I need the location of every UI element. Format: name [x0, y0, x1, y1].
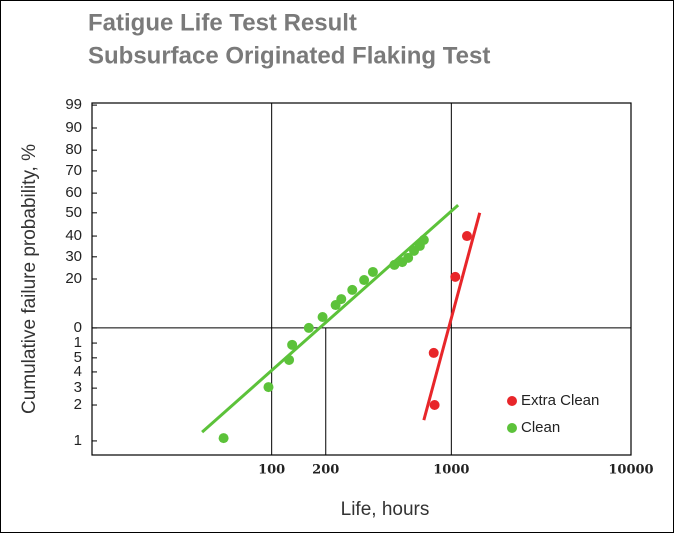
legend-label: Clean — [521, 419, 560, 436]
point — [418, 234, 429, 245]
legend-marker — [507, 423, 517, 433]
x-tick-label: 1000 — [433, 463, 469, 478]
y-tick-label: 70 — [65, 162, 82, 179]
y-tick-label: 80 — [65, 141, 82, 158]
point — [429, 400, 440, 411]
point — [403, 252, 414, 263]
y-tick-label: 5 — [74, 349, 82, 366]
y-tick-label: 0 — [74, 319, 82, 336]
x-tick-label: 10000 — [608, 463, 653, 478]
y-tick-label: 90 — [65, 119, 82, 136]
point — [461, 231, 472, 242]
x-tick-label: 200 — [312, 463, 339, 478]
y-tick-label: 2 — [74, 396, 82, 413]
y-tick-label: 40 — [65, 227, 82, 244]
point — [303, 322, 314, 333]
x-tick-label: 100 — [258, 463, 285, 478]
y-tick-label: 60 — [65, 184, 82, 201]
y-axis-label: Cumulative failure probability, % — [19, 144, 40, 414]
point — [218, 433, 229, 444]
point — [284, 354, 295, 365]
y-tick-label: 20 — [65, 270, 82, 287]
y-tick-label: 30 — [65, 248, 82, 265]
y-tick-label: 50 — [65, 204, 82, 221]
y-tick-label: 4 — [74, 363, 82, 380]
point — [287, 339, 298, 350]
point — [263, 382, 274, 393]
y-tick-label: 1 — [74, 432, 82, 449]
fit-line — [422, 212, 482, 421]
chart-subtitle: Subsurface Originated Flaking Test — [88, 42, 490, 69]
y-tick-label: 3 — [74, 379, 82, 396]
legend-marker — [507, 396, 517, 406]
point — [389, 259, 400, 270]
fit-line — [201, 203, 460, 434]
y-tick-label: 1 — [74, 334, 82, 351]
point — [336, 294, 347, 305]
point — [367, 266, 378, 277]
point — [428, 347, 439, 358]
chart-title: Fatigue Life Test Result — [88, 9, 357, 36]
point — [317, 312, 328, 323]
legend-label: Extra Clean — [521, 392, 599, 409]
point — [359, 275, 370, 286]
y-tick-label: 99 — [65, 96, 82, 113]
point — [450, 271, 461, 282]
point — [347, 284, 358, 295]
x-axis-label: Life, hours — [341, 499, 430, 520]
